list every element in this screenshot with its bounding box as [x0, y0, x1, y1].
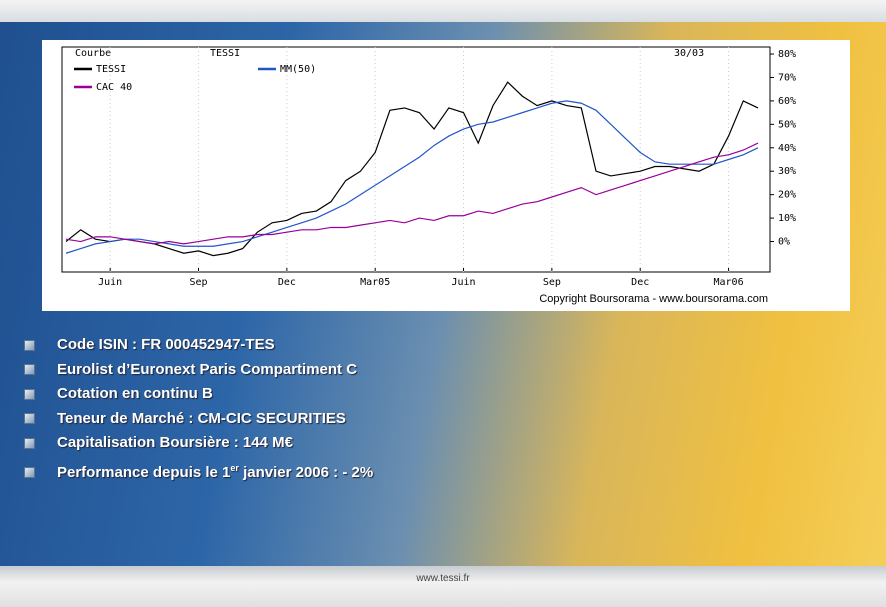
x-tick-label: Dec — [631, 277, 649, 288]
bullet-text: janvier 2006 : - 2% — [239, 464, 373, 481]
bullet: Teneur de Marché : CM-CIC SECURITIES — [24, 407, 373, 432]
copyright: Copyright Boursorama - www.boursorama.co… — [539, 293, 768, 305]
slide: Courbe TESSI 30/03 Copyright Boursorama … — [0, 0, 886, 607]
y-tick-label: 30% — [778, 166, 796, 177]
x-tick-label: Juin — [451, 277, 475, 288]
chart-title: TESSI — [210, 48, 240, 59]
bullet: Capitalisation Boursière : 144 M€ — [24, 431, 373, 456]
legend-label: CAC 40 — [96, 82, 132, 93]
y-tick-label: 20% — [778, 190, 796, 201]
bullet: Eurolist d’Euronext Paris Compartiment C — [24, 358, 373, 383]
x-tick-label: Sep — [189, 277, 207, 288]
bullet: Cotation en continu B — [24, 382, 373, 407]
footer: www.tessi.fr — [0, 573, 886, 584]
x-tick-label: Mar05 — [360, 277, 390, 288]
chart-date: 30/03 — [674, 48, 704, 59]
y-tick-label: 80% — [778, 49, 796, 60]
x-tick-label: Mar06 — [713, 277, 743, 288]
x-tick-label: Juin — [98, 277, 122, 288]
bullet: Performance depuis le 1er janvier 2006 :… — [24, 456, 373, 481]
legend-label: TESSI — [96, 64, 126, 75]
bullet-text: Performance depuis le 1 — [57, 464, 230, 481]
y-tick-label: 60% — [778, 96, 796, 107]
bullet: Code ISIN : FR 000452947-TES — [24, 333, 373, 358]
y-tick-label: 70% — [778, 72, 796, 83]
y-tick-label: 50% — [778, 119, 796, 130]
top-bar — [0, 0, 886, 22]
chart: Courbe TESSI 30/03 Copyright Boursorama … — [42, 40, 850, 311]
superscript: er — [230, 463, 239, 473]
x-tick-label: Sep — [543, 277, 561, 288]
chart-label: Courbe — [75, 48, 111, 59]
x-tick-label: Dec — [278, 277, 296, 288]
legend-label: MM(50) — [280, 64, 316, 75]
y-tick-label: 40% — [778, 143, 796, 154]
y-tick-label: 0% — [778, 237, 790, 248]
y-tick-label: 10% — [778, 213, 796, 224]
